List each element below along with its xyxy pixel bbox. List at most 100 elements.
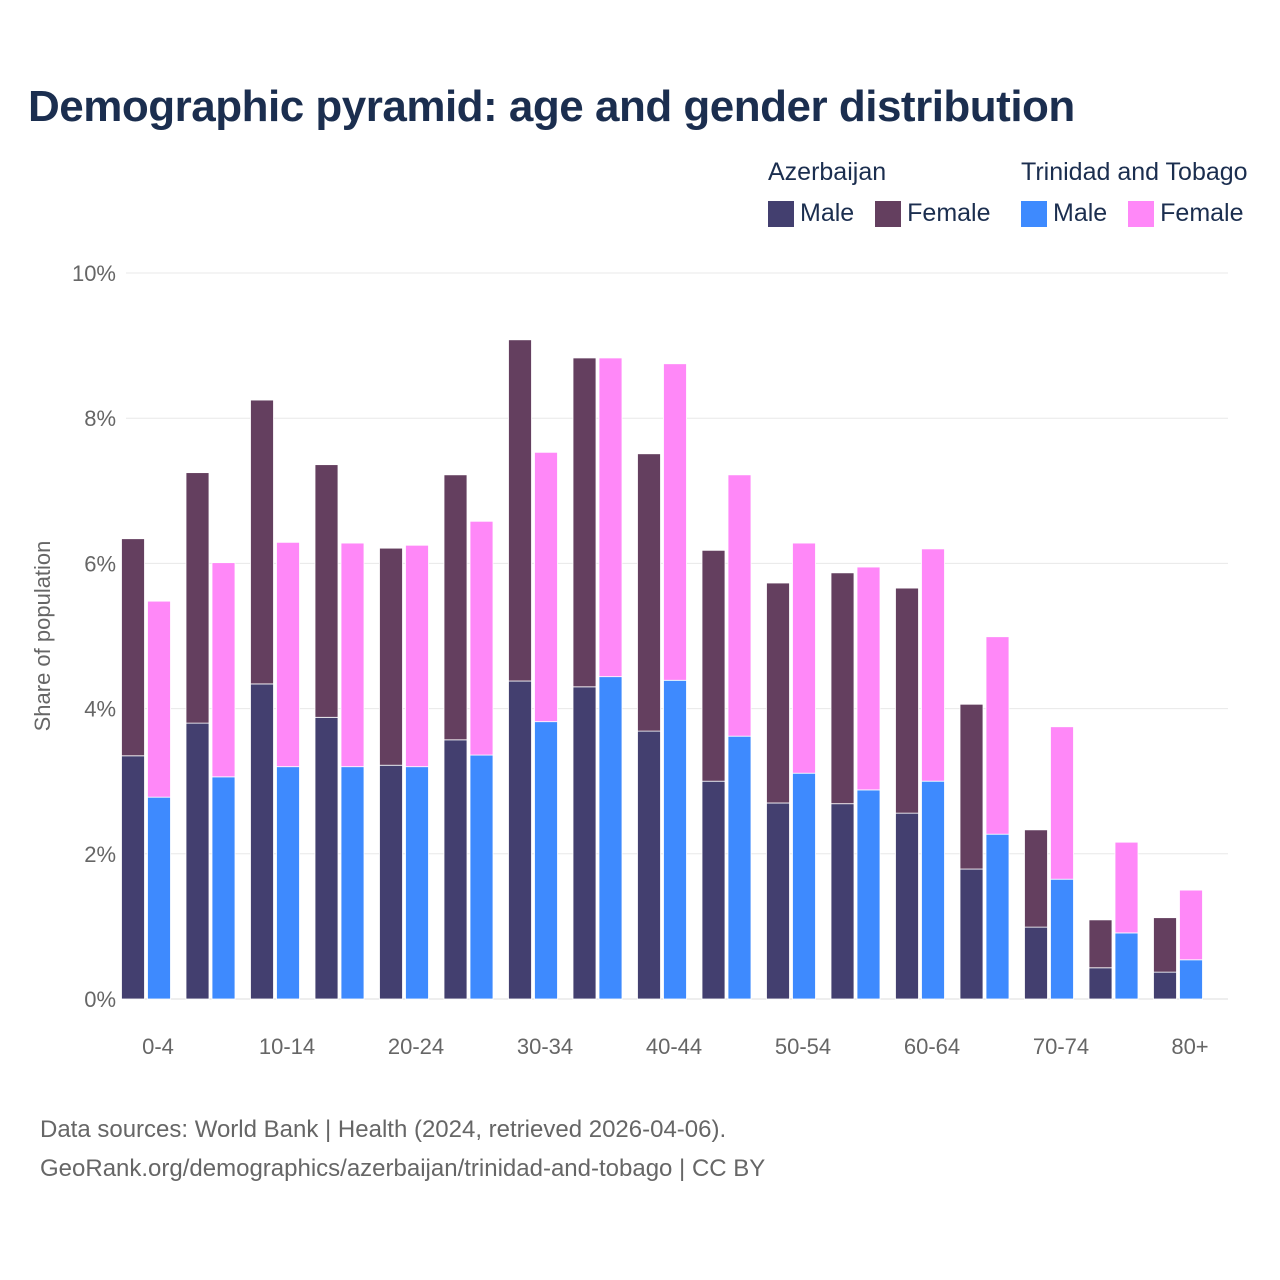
bar-azerbaijan-female-65-69 bbox=[959, 703, 984, 870]
bar-trinidad-and-tobago-female-20-24 bbox=[405, 544, 429, 768]
bar-azerbaijan-female-20-24 bbox=[379, 547, 403, 766]
x-tick-label: 0-4 bbox=[142, 1034, 174, 1059]
bar-trinidad-and-tobago-female-75-79 bbox=[1114, 841, 1139, 934]
bar-trinidad-and-tobago-male-55-59 bbox=[856, 789, 881, 1000]
bar-trinidad-and-tobago-female-5-9 bbox=[211, 562, 236, 778]
bar-trinidad-and-tobago-male-60-64 bbox=[921, 780, 945, 1000]
bar-trinidad-and-tobago-male-80+ bbox=[1179, 959, 1203, 1000]
bar-azerbaijan-male-70-74 bbox=[1024, 926, 1048, 1000]
bar-trinidad-and-tobago-female-10-14 bbox=[276, 541, 300, 768]
bar-azerbaijan-male-0-4 bbox=[121, 755, 145, 1000]
bar-trinidad-and-tobago-male-65-69 bbox=[985, 833, 1010, 1000]
y-axis-label: Share of population bbox=[30, 541, 55, 732]
legend-label: Male bbox=[800, 199, 855, 227]
y-tick-label: 4% bbox=[84, 697, 116, 722]
bar-azerbaijan-male-65-69 bbox=[959, 868, 984, 1000]
bar-trinidad-and-tobago-female-60-64 bbox=[921, 548, 945, 782]
bar-azerbaijan-female-0-4 bbox=[121, 538, 145, 757]
bar-trinidad-and-tobago-female-0-4 bbox=[147, 600, 171, 798]
bar-trinidad-and-tobago-female-45-49 bbox=[727, 474, 752, 737]
bar-azerbaijan-male-80+ bbox=[1153, 971, 1177, 1000]
bar-azerbaijan-female-30-34 bbox=[508, 339, 532, 682]
x-tick-label: 10-14 bbox=[259, 1034, 315, 1059]
x-tick-label: 70-74 bbox=[1033, 1034, 1089, 1059]
bar-trinidad-and-tobago-male-10-14 bbox=[276, 766, 300, 1000]
legend-swatch bbox=[768, 200, 794, 227]
bar-azerbaijan-male-30-34 bbox=[508, 680, 532, 1000]
legend-swatch bbox=[1128, 200, 1155, 227]
x-tick-label: 50-54 bbox=[775, 1034, 831, 1059]
legend-item-az-female: Female bbox=[875, 199, 991, 228]
x-tick-label: 60-64 bbox=[904, 1034, 960, 1059]
bar-trinidad-and-tobago-male-75-79 bbox=[1114, 932, 1139, 1000]
y-tick-label: 0% bbox=[84, 987, 116, 1012]
bar-azerbaijan-male-35-39 bbox=[572, 686, 597, 1000]
y-tick-label: 8% bbox=[84, 406, 116, 431]
footer-credit: GeoRank.org/demographics/azerbaijan/trin… bbox=[40, 1155, 766, 1182]
bar-azerbaijan-male-15-19 bbox=[314, 716, 339, 1000]
x-tick-label: 40-44 bbox=[646, 1034, 702, 1059]
y-tick-label: 2% bbox=[84, 842, 116, 867]
bar-azerbaijan-female-70-74 bbox=[1024, 829, 1048, 928]
bar-azerbaijan-male-60-64 bbox=[895, 812, 919, 1000]
y-tick-label: 10% bbox=[72, 261, 116, 286]
bar-trinidad-and-tobago-male-45-49 bbox=[727, 735, 752, 1000]
bar-trinidad-and-tobago-male-40-44 bbox=[663, 679, 687, 1000]
bar-azerbaijan-male-25-29 bbox=[443, 739, 468, 1000]
x-tick-label: 20-24 bbox=[388, 1034, 444, 1059]
bar-azerbaijan-female-80+ bbox=[1153, 917, 1177, 973]
legend-azerbaijan: Azerbaijan Male Female bbox=[768, 158, 1005, 234]
chart-title: Demographic pyramid: age and gender dist… bbox=[28, 82, 1075, 131]
legend-swatch bbox=[1021, 200, 1047, 227]
bar-azerbaijan-female-75-79 bbox=[1088, 919, 1113, 969]
bar-trinidad-and-tobago-female-55-59 bbox=[856, 566, 881, 791]
bar-azerbaijan-male-20-24 bbox=[379, 764, 403, 1000]
legend-group-title: Azerbaijan bbox=[768, 158, 887, 186]
legend-item-tt-female: Female bbox=[1128, 199, 1244, 228]
legend-item-az-male: Male bbox=[768, 199, 854, 228]
bar-trinidad-and-tobago-female-15-19 bbox=[340, 542, 365, 768]
bar-trinidad-and-tobago-male-70-74 bbox=[1050, 878, 1074, 1000]
bar-trinidad-and-tobago-male-15-19 bbox=[340, 766, 365, 1000]
x-tick-label: 30-34 bbox=[517, 1034, 573, 1059]
legend-trinidad: Trinidad and Tobago Male Female bbox=[1021, 158, 1258, 234]
bar-azerbaijan-male-50-54 bbox=[766, 802, 790, 1000]
bar-azerbaijan-female-45-49 bbox=[701, 549, 726, 782]
bar-azerbaijan-male-45-49 bbox=[701, 780, 726, 1000]
bar-azerbaijan-male-10-14 bbox=[250, 683, 274, 1000]
bar-trinidad-and-tobago-male-20-24 bbox=[405, 766, 429, 1000]
bar-azerbaijan-female-5-9 bbox=[185, 472, 210, 724]
bar-azerbaijan-female-15-19 bbox=[314, 464, 339, 718]
bar-trinidad-and-tobago-male-0-4 bbox=[147, 796, 171, 1000]
legend-item-tt-male: Male bbox=[1021, 199, 1107, 228]
bar-azerbaijan-female-55-59 bbox=[830, 572, 855, 805]
footer-sources: Data sources: World Bank | Health (2024,… bbox=[40, 1116, 727, 1143]
legend-label: Female bbox=[1160, 199, 1244, 227]
legend-label: Male bbox=[1053, 199, 1108, 227]
x-tick-label: 80+ bbox=[1171, 1034, 1208, 1059]
bar-azerbaijan-male-75-79 bbox=[1088, 967, 1113, 1000]
bar-trinidad-and-tobago-female-65-69 bbox=[985, 636, 1010, 835]
bar-trinidad-and-tobago-female-80+ bbox=[1179, 889, 1203, 961]
bar-trinidad-and-tobago-female-35-39 bbox=[598, 357, 623, 678]
bar-azerbaijan-male-40-44 bbox=[637, 730, 661, 1000]
bar-azerbaijan-female-60-64 bbox=[895, 587, 919, 814]
bar-trinidad-and-tobago-female-30-34 bbox=[534, 451, 558, 723]
bar-trinidad-and-tobago-male-5-9 bbox=[211, 776, 236, 1000]
legend-swatch bbox=[875, 200, 902, 227]
bar-trinidad-and-tobago-male-30-34 bbox=[534, 721, 558, 1000]
bar-trinidad-and-tobago-female-40-44 bbox=[663, 363, 687, 681]
bar-azerbaijan-female-50-54 bbox=[766, 582, 790, 804]
bar-azerbaijan-female-10-14 bbox=[250, 399, 274, 685]
bar-trinidad-and-tobago-female-50-54 bbox=[792, 542, 816, 774]
bar-trinidad-and-tobago-female-70-74 bbox=[1050, 726, 1074, 880]
bar-trinidad-and-tobago-male-25-29 bbox=[469, 754, 494, 1000]
legend-label: Female bbox=[907, 199, 991, 227]
bar-azerbaijan-female-35-39 bbox=[572, 357, 597, 688]
bar-azerbaijan-male-5-9 bbox=[185, 722, 210, 1000]
bar-trinidad-and-tobago-female-25-29 bbox=[469, 520, 494, 756]
bar-trinidad-and-tobago-male-35-39 bbox=[598, 676, 623, 1000]
legend-group-title: Trinidad and Tobago bbox=[1021, 158, 1248, 186]
bar-trinidad-and-tobago-male-50-54 bbox=[792, 772, 816, 1000]
